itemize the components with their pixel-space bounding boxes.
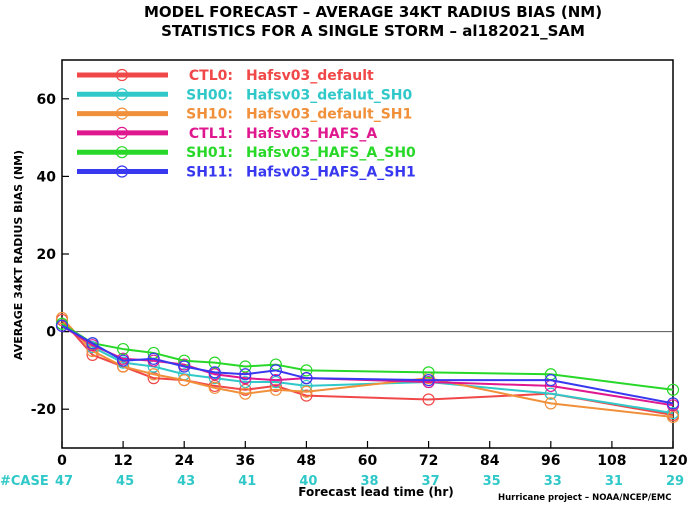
case-count: 41 [238, 474, 256, 489]
x-axis-label: Forecast lead time (hr) [298, 485, 454, 499]
legend-entry-desc: Hafsv03_HAFS_A_SH0 [246, 145, 416, 161]
data-point [178, 374, 191, 387]
data-point [116, 354, 130, 367]
case-count: 45 [116, 474, 134, 489]
data-point [300, 372, 313, 385]
case-count: 43 [177, 474, 195, 489]
case-counts: 47 45 43 41 40 38 37 35 33 31 29 [55, 474, 684, 489]
data-point [239, 375, 252, 389]
case-count: 33 [544, 474, 562, 489]
case-count: 40 [299, 474, 317, 489]
series-2 [55, 311, 680, 424]
legend-entry-desc: Hafsv03_default [246, 68, 374, 84]
legend-marker [115, 107, 129, 120]
case-count: 35 [483, 474, 501, 489]
series-5 [55, 319, 680, 410]
legend-marker [115, 165, 129, 178]
case-count: 38 [360, 474, 378, 489]
data-point [239, 368, 252, 381]
data-point [116, 342, 130, 356]
data-point [269, 374, 282, 387]
credit-text: Hurricane project – NOAA/NCEP/EMC [498, 493, 671, 503]
legend-entry-name: SH01: [186, 145, 233, 161]
x-tick-label: 0 [57, 453, 67, 469]
data-point [208, 381, 221, 394]
data-point [422, 374, 435, 387]
series-0 [55, 313, 680, 422]
data-point [269, 364, 282, 377]
case-count: 37 [422, 474, 440, 489]
x-tick-label: 84 [480, 453, 500, 469]
data-point [55, 319, 69, 332]
legend-entry-desc: Hafsv03_defalut_SH0 [246, 87, 413, 103]
data-point [86, 337, 99, 350]
legend-entry-name: SH11: [186, 165, 233, 181]
data-point [666, 406, 680, 420]
data-point [208, 356, 221, 369]
data-point [55, 311, 69, 325]
x-tick-label: 108 [597, 453, 626, 469]
x-tick-label: 48 [297, 453, 316, 469]
chart-title: MODEL FORECAST – AVERAGE 34KT RADIUS BIA… [144, 3, 602, 21]
data-point [147, 352, 160, 365]
data-point [239, 372, 252, 385]
data-point [666, 397, 680, 410]
chart-subtitle: STATISTICS FOR A SINGLE STORM – al182021… [161, 22, 585, 40]
legend-marker [115, 88, 129, 101]
data-point [239, 387, 252, 400]
case-count: 29 [666, 474, 684, 489]
y-tick-label: 20 [37, 247, 57, 263]
legend-entry-name: SH00: [186, 87, 233, 103]
y-axis-label: AVERAGE 34KT RADIUS BIAS (NM) [12, 150, 25, 360]
data-point [147, 372, 160, 385]
data-point [544, 374, 557, 387]
y-tick-label: 40 [37, 169, 57, 185]
y-tick-label: -20 [31, 402, 57, 418]
series-1 [55, 317, 680, 420]
data-point [300, 389, 313, 402]
y-tick-label: 0 [46, 325, 56, 341]
legend-marker [115, 68, 129, 82]
legend-entry-desc: Hafsv03_default_SH1 [246, 107, 412, 123]
data-point [147, 368, 160, 381]
legend-entry-name: SH10: [186, 107, 233, 123]
data-point [666, 410, 680, 424]
y-tick-label: 60 [37, 92, 57, 108]
x-tick-label: 36 [236, 453, 255, 469]
case-count: 31 [605, 474, 623, 489]
legend-entry-desc: Hafsv03_HAFS_A_SH1 [246, 165, 416, 181]
x-tick-label: 24 [174, 453, 194, 469]
x-axis-ticks: 0 12 24 36 48 60 72 84 96 108 120 [57, 441, 688, 469]
x-tick-label: 12 [113, 453, 132, 469]
data-point [208, 366, 221, 379]
data-point [239, 383, 252, 396]
legend-entry-name: CTL0: [189, 68, 233, 84]
data-point [666, 383, 680, 396]
legend: CTL0: Hafsv03_default SH00: Hafsv03_defalut… [77, 68, 416, 181]
data-point [422, 393, 435, 406]
data-point [300, 364, 313, 377]
x-tick-label: 120 [658, 453, 687, 469]
series-layer [55, 311, 680, 424]
data-point [239, 360, 252, 373]
data-point [178, 360, 191, 373]
case-count: 47 [55, 474, 73, 489]
data-point [544, 387, 557, 400]
case-label: #CASE [0, 474, 49, 489]
legend-entry-name: CTL1: [189, 126, 233, 142]
data-point [422, 366, 435, 379]
legend-entry-desc: Hafsv03_HAFS_A [246, 126, 377, 142]
x-tick-label: 72 [419, 453, 438, 469]
x-tick-label: 60 [358, 453, 378, 469]
legend-marker [115, 126, 129, 139]
data-point [300, 385, 313, 398]
x-tick-label: 96 [541, 453, 560, 469]
y-axis-ticks: -20 0 20 40 60 [31, 92, 69, 418]
data-point [544, 397, 557, 410]
legend-marker [115, 146, 129, 159]
data-point [269, 383, 282, 396]
